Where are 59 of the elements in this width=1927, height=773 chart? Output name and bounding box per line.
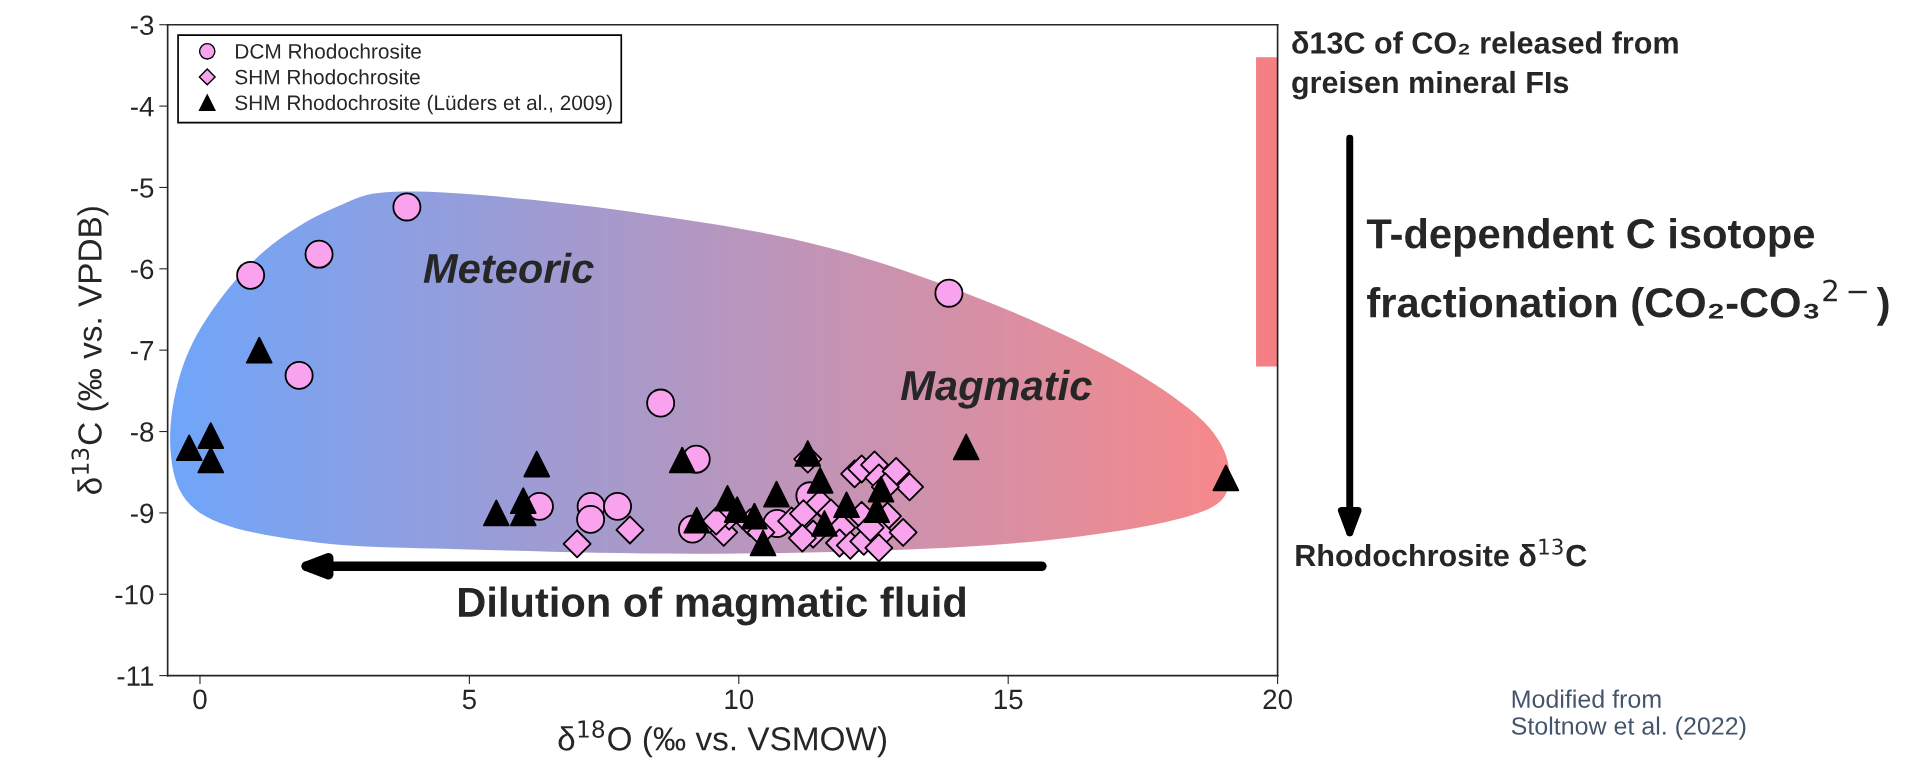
y-tick-label: -8 [130,422,154,442]
point [787,523,817,553]
x-tick-label: 5 [462,689,476,710]
point [683,506,711,534]
point [245,336,273,364]
annotation: Dilution of magmatic fluid [459,586,966,626]
x-tick-label: 0 [193,689,207,710]
text: T-dependent C isotope fractionation (CO₂-CO₃$^{2−}$) [1366,217,1889,326]
point [646,388,676,418]
y-axis-title: δ$^{13}$C (‰ vs. VPDB) [71,207,109,494]
point [668,446,696,474]
point [952,433,980,461]
point [603,491,632,521]
point [749,529,777,557]
point [236,260,266,290]
point [482,499,510,527]
point [833,491,860,519]
point [867,475,895,503]
legend-label: DCM Rhodochrosite [236,43,421,59]
point [576,504,606,534]
series-label: δ13C of CO₂ released from greisen mineral FIs [1292,31,1678,100]
point [789,499,818,529]
x-axis-title: δ$^{18}$O (‰ vs. VSMOW) [558,720,886,758]
y-tick-label: -9 [130,503,154,524]
point [615,515,645,545]
point [741,502,768,530]
point [392,192,422,222]
point [562,529,592,559]
point [763,480,790,508]
x-tick-label: 20 [1263,689,1292,710]
point [806,467,834,494]
text: Rhodochrosite δ$^{13}$C [1296,538,1587,567]
point [794,440,822,467]
y-tick-label: -3 [130,15,154,36]
point [175,434,203,462]
point [197,422,225,449]
annotation: Meteoric [423,252,594,284]
x-tick-label: 15 [994,689,1023,710]
point [197,446,225,474]
y-tick-label: -11 [117,666,154,686]
legend-label: SHM Rhodochrosite [235,69,420,85]
point [888,517,918,547]
point [523,450,551,478]
x-tick-label: 10 [725,689,754,710]
point [304,239,334,269]
legend-label: SHM Rhodochrosite (Lüders et al., 2009) [235,94,612,115]
point [895,472,925,502]
text: Modified from Stoltnow et al. (2022) [1511,689,1746,740]
y-tick-label: -5 [130,178,154,198]
point [284,360,314,390]
point [934,278,964,308]
annotation: Magmatic [900,369,1092,409]
y-tick-label: -10 [115,584,154,605]
y-tick-label: -6 [130,259,154,280]
y-tick-label: -7 [130,341,154,361]
point [1212,464,1240,492]
point [864,533,894,563]
y-tick-label: -4 [130,97,154,117]
point [811,510,838,537]
